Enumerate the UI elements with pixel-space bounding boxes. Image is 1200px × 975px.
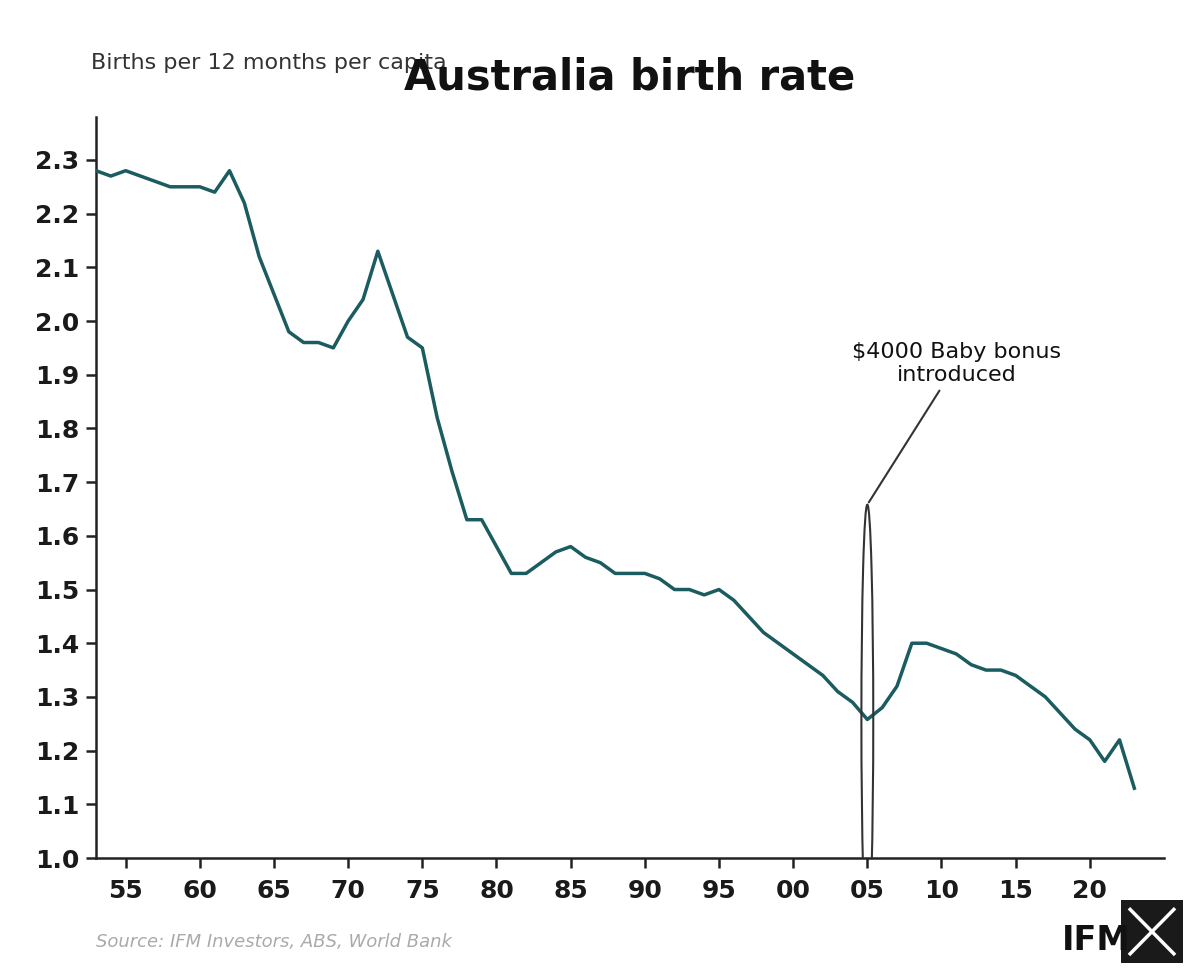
Text: Births per 12 months per capita: Births per 12 months per capita [91,53,446,72]
Text: Source: IFM Investors, ABS, World Bank: Source: IFM Investors, ABS, World Bank [96,933,452,951]
Title: Australia birth rate: Australia birth rate [404,57,856,98]
Text: IFM: IFM [1062,924,1130,957]
Text: $4000 Baby bonus
introduced: $4000 Baby bonus introduced [852,342,1061,502]
